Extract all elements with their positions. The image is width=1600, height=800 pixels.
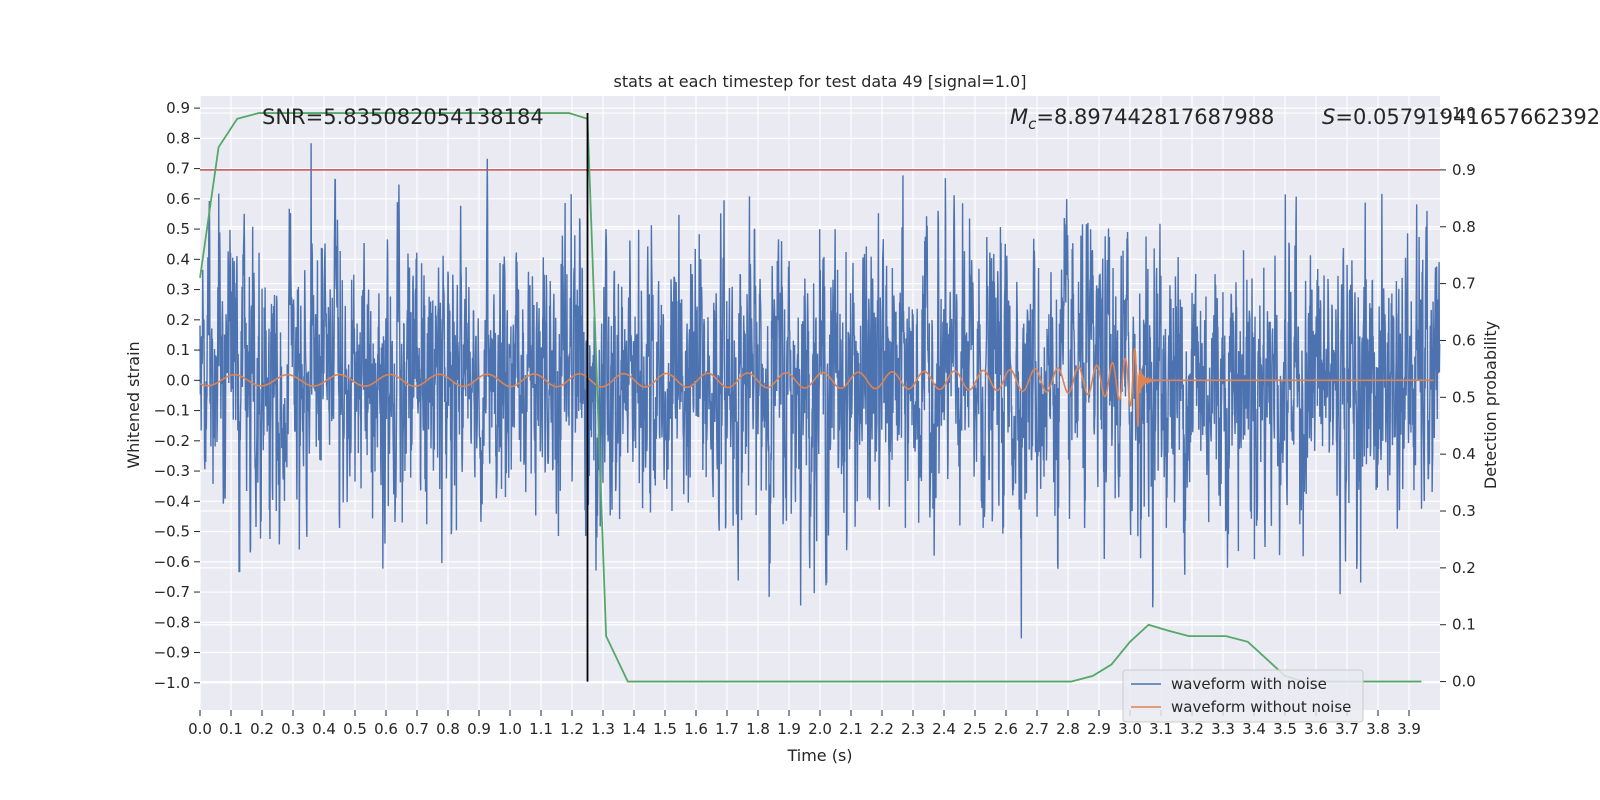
series-waveform-with-noise (199, 143, 1441, 639)
x-tick-labels: 0.0 0.1 0.2 0.3 0.4 0.5 0.6 0.7 0.8 0.9 1.0 1.1 1.2 1… (188, 710, 1421, 738)
legend: waveform with noise waveform without noi… (1122, 669, 1364, 723)
x-tick-label: 2.3 (901, 720, 925, 738)
y-tick-label: 0.5 (166, 220, 190, 238)
y2-tick-label: 0.8 (1452, 218, 1476, 236)
chirp-mass-subscript: c (1028, 115, 1037, 133)
y-tick-label: 0.6 (166, 190, 190, 208)
y-tick-label: −0.3 (154, 462, 190, 480)
y-tick-label: 0.9 (166, 99, 190, 117)
y2-axis-label: Detection probability (1481, 321, 1500, 489)
spin-annotation: S=0.05791941657662392 (1322, 105, 1600, 129)
x-tick-label: 0.0 (188, 720, 212, 738)
y-tick-label: 0.7 (166, 160, 190, 178)
y-axis-label: Whitened strain (124, 341, 143, 468)
series-detection-probability (199, 112, 1422, 683)
plot-marks (199, 112, 1441, 683)
y-tick-labels: 0.9 0.8 0.7 0.6 0.5 0.4 0.3 0.2 0.1 0.0 −0.1 −0.2 −0… (154, 99, 200, 692)
x-tick-label: 0.7 (405, 720, 429, 738)
legend-label-noise: waveform with noise (1171, 675, 1327, 693)
y2-tick-label: 0.3 (1452, 502, 1476, 520)
x-tick-label: 0.9 (467, 720, 491, 738)
x-tick-label: 2.6 (994, 720, 1018, 738)
legend-label-clean: waveform without noise (1171, 698, 1351, 716)
chart-title: stats at each timestep for test data 49 … (614, 72, 1027, 91)
y-tick-label: 0.2 (166, 311, 190, 329)
y-tick-label: −0.1 (154, 402, 190, 420)
x-gridlines (199, 96, 1410, 710)
x-tick-label: 2.0 (808, 720, 832, 738)
x-tick-label: 2.7 (1025, 720, 1049, 738)
y-tick-label: −0.4 (154, 492, 190, 510)
y-tick-label: −0.2 (154, 432, 190, 450)
y-tick-label: −0.6 (154, 553, 190, 571)
x-tick-label: 1.5 (653, 720, 677, 738)
spin-value: =0.05791941657662392 (1335, 105, 1600, 129)
x-tick-label: 3.1 (1149, 720, 1173, 738)
legend-box (1122, 669, 1364, 723)
x-tick-label: 1.7 (715, 720, 739, 738)
x-tick-label: 1.0 (498, 720, 522, 738)
x-tick-label: 2.4 (932, 720, 956, 738)
y-tick-label: −0.5 (154, 523, 190, 541)
y-tick-label: −0.7 (154, 583, 190, 601)
x-tick-label: 3.4 (1242, 720, 1266, 738)
y-tick-label: −0.8 (154, 613, 190, 631)
chirp-mass-value: =8.897442817687988 (1036, 105, 1274, 129)
y-tick-label: −0.9 (154, 644, 190, 662)
x-axis-label: Time (s) (786, 746, 852, 765)
x-tick-label: 2.9 (1087, 720, 1111, 738)
x-tick-label: 2.8 (1056, 720, 1080, 738)
x-tick-label: 0.6 (374, 720, 398, 738)
x-tick-label: 3.9 (1397, 720, 1421, 738)
y-tick-label: 0.3 (166, 281, 190, 299)
y2-tick-label: 0.5 (1452, 388, 1476, 406)
y2-tick-label: 0.9 (1452, 161, 1476, 179)
y2-tick-label: 0.4 (1452, 445, 1476, 463)
x-tick-label: 0.5 (343, 720, 367, 738)
x-tick-label: 1.8 (746, 720, 770, 738)
x-tick-label: 2.1 (839, 720, 863, 738)
x-tick-label: 2.5 (963, 720, 987, 738)
chirp-mass-annotation: Mc=8.897442817687988 (1010, 105, 1274, 133)
x-tick-label: 0.3 (281, 720, 305, 738)
x-tick-label: 1.2 (560, 720, 584, 738)
y2-tick-label: 0.0 (1452, 673, 1476, 691)
x-tick-label: 3.7 (1335, 720, 1359, 738)
x-tick-label: 0.8 (436, 720, 460, 738)
x-tick-label: 3.6 (1304, 720, 1328, 738)
x-tick-label: 3.3 (1211, 720, 1235, 738)
x-tick-label: 1.6 (684, 720, 708, 738)
y-tick-label: 0.4 (166, 250, 190, 268)
y-tick-label: 0.1 (166, 341, 190, 359)
y-tick-label: 0.8 (166, 129, 190, 147)
x-tick-label: 2.2 (870, 720, 894, 738)
y2-tick-label: 0.1 (1452, 616, 1476, 634)
x-tick-label: 1.1 (529, 720, 553, 738)
y2-tick-labels: 1.0 0.9 0.8 0.7 0.6 0.5 0.4 0.3 0.2 0.1 0.0 (1440, 104, 1476, 691)
x-tick-label: 1.4 (622, 720, 646, 738)
y-tick-label: 0.0 (166, 371, 190, 389)
x-tick-label: 0.4 (312, 720, 336, 738)
series-waveform-without-noise (199, 347, 1434, 427)
y2-tick-label: 0.6 (1452, 331, 1476, 349)
spin-symbol: S (1322, 105, 1335, 129)
x-tick-label: 0.1 (219, 720, 243, 738)
x-tick-label: 3.2 (1180, 720, 1204, 738)
x-tick-label: 3.0 (1118, 720, 1142, 738)
snr-annotation: SNR=5.835082054138184 (262, 105, 544, 129)
x-tick-label: 0.2 (250, 720, 274, 738)
y2-tick-label: 1.0 (1452, 104, 1476, 122)
x-tick-label: 3.5 (1273, 720, 1297, 738)
x-tick-label: 3.8 (1366, 720, 1390, 738)
y2-tick-label: 0.7 (1452, 275, 1476, 293)
x-tick-label: 1.9 (777, 720, 801, 738)
y-tick-label: −1.0 (154, 674, 190, 692)
chirp-mass-symbol: M (1010, 105, 1028, 129)
y2-tick-label: 0.2 (1452, 559, 1476, 577)
x-tick-label: 1.3 (591, 720, 615, 738)
